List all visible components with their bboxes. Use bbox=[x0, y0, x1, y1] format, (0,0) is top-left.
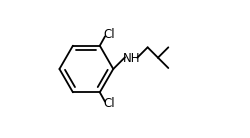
Text: NH: NH bbox=[123, 52, 140, 65]
Text: Cl: Cl bbox=[103, 97, 115, 110]
Text: Cl: Cl bbox=[103, 28, 115, 41]
